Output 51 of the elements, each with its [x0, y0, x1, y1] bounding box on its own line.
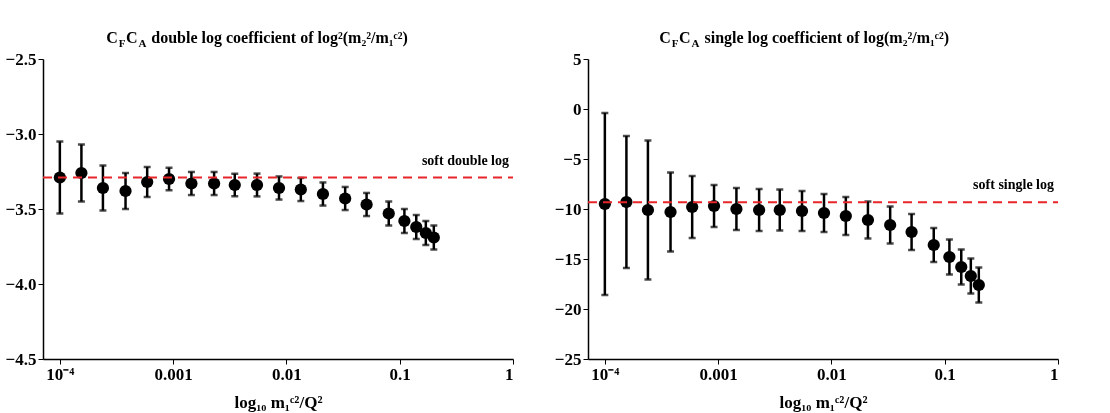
x-tick-label: 0.1: [934, 364, 956, 384]
y-tick-label: −20: [554, 299, 582, 319]
point: [272, 181, 286, 195]
y-tick-label: −4.5: [5, 349, 37, 369]
x-tick-label: 1: [1050, 364, 1059, 384]
y-tick-label: −25: [554, 349, 582, 369]
point: [839, 209, 852, 223]
point: [884, 218, 897, 232]
y-tick-label: −3.0: [5, 124, 37, 144]
x-tick-label: 0.001: [699, 364, 738, 384]
point: [861, 213, 875, 227]
point: [96, 181, 110, 195]
point: [141, 175, 154, 189]
x-tick-label: 10⁻⁴: [46, 364, 75, 384]
x-tick-label: 0.001: [154, 364, 193, 384]
point: [339, 192, 352, 205]
point: [294, 183, 307, 196]
point: [250, 178, 264, 192]
y-tick-label: 0: [573, 99, 582, 119]
point: [795, 204, 809, 218]
y-tick-label: −15: [554, 249, 582, 269]
y-tick-label: −10: [554, 199, 582, 219]
x-tick-label: 0.1: [389, 364, 411, 384]
y-tick-label: 5: [573, 49, 582, 69]
point: [773, 203, 786, 217]
x-axis-title: log₁₀ m₁ᶜ²/Q²: [234, 392, 323, 412]
point: [185, 177, 198, 190]
y-tick-label: −3.5: [5, 199, 37, 219]
ref-line-label: soft double log: [421, 152, 509, 168]
point: [119, 184, 132, 198]
point: [905, 225, 918, 239]
point: [730, 202, 743, 216]
y-tick-label: −2.5: [5, 49, 37, 69]
x-tick-label: 10⁻⁴: [591, 364, 620, 384]
point: [817, 206, 831, 220]
ref-line-label: soft single log: [973, 177, 1054, 193]
point: [382, 207, 395, 220]
x-tick-label: 0.01: [272, 364, 302, 384]
point: [752, 203, 766, 217]
point: [686, 200, 699, 214]
x-axis-title: log₁₀ m₁ᶜ²/Q²: [779, 392, 868, 412]
point: [360, 198, 373, 211]
x-tick-label: 0.01: [817, 364, 847, 384]
y-tick-label: −4.0: [5, 274, 37, 294]
point: [228, 178, 241, 192]
y-tick-label: −5: [563, 149, 582, 169]
x-tick-label: 1: [505, 364, 514, 384]
point: [641, 203, 655, 217]
point: [927, 238, 940, 252]
point: [316, 187, 330, 201]
point: [664, 205, 677, 219]
